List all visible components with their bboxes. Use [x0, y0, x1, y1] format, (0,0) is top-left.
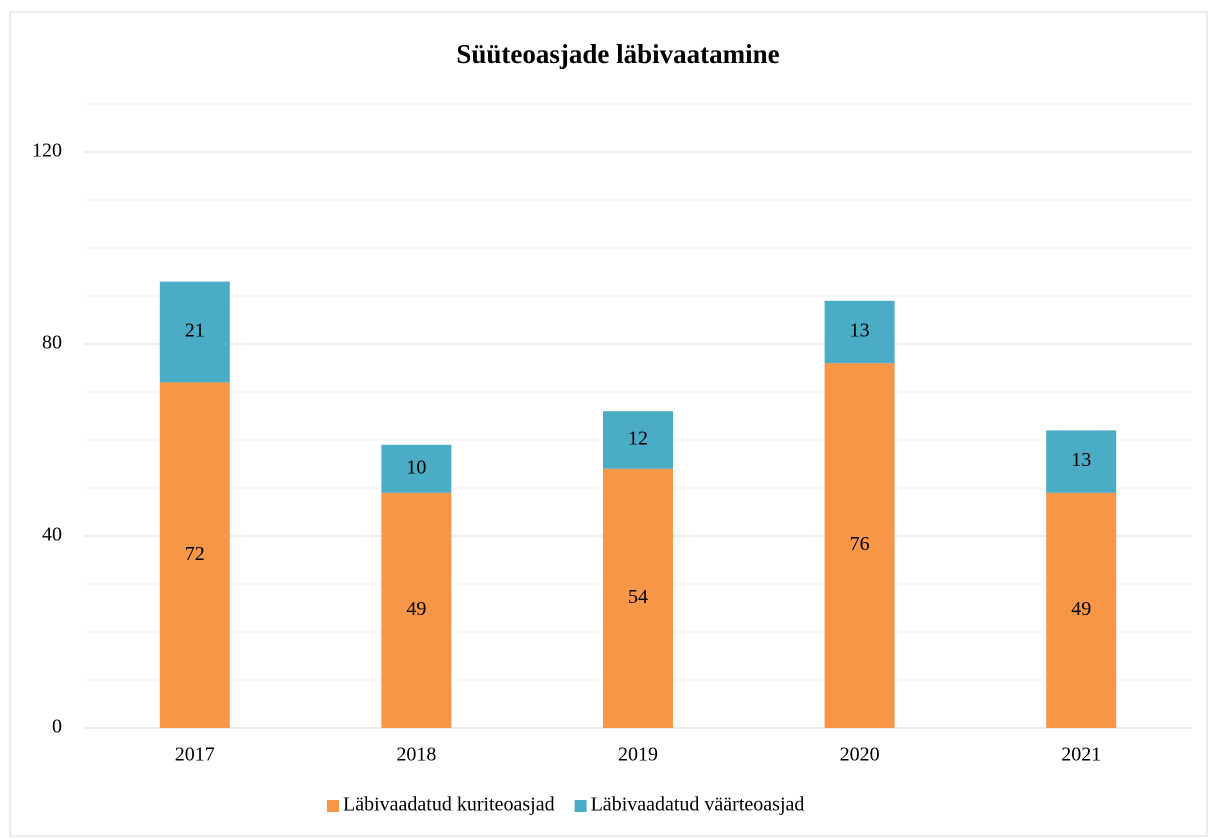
data-label: 49	[406, 598, 426, 620]
x-tick-label: 2019	[618, 744, 658, 766]
x-tick-label: 2021	[1061, 744, 1101, 766]
data-label: 10	[406, 456, 426, 478]
data-label: 13	[850, 320, 870, 342]
data-label: 54	[628, 586, 648, 608]
bar-segment	[159, 382, 230, 728]
x-tick-label: 2018	[396, 744, 436, 766]
y-tick-label: 80	[42, 332, 62, 354]
data-label: 21	[185, 320, 205, 342]
legend-label: Läbivaadatud kuriteoasjad	[343, 794, 555, 816]
data-label: 72	[185, 543, 205, 565]
bar-segment	[824, 300, 895, 364]
legend-label: Läbivaadatud väärteoasjad	[591, 794, 805, 816]
bar-segment	[1046, 492, 1117, 728]
x-tick-label: 2017	[175, 744, 215, 766]
chart-title: Süüteoasjade läbivaatamine	[456, 39, 779, 69]
bar-segment	[381, 444, 452, 493]
bar-segment	[1046, 430, 1117, 493]
y-tick-label: 120	[32, 140, 62, 162]
bar-segment	[159, 281, 230, 383]
bar-segment	[381, 492, 452, 728]
x-tick-label: 2020	[840, 744, 880, 766]
bar-segment	[603, 468, 673, 728]
bar-segment	[824, 363, 895, 728]
legend-swatch	[327, 800, 339, 812]
y-tick-label: 0	[52, 716, 62, 738]
legend-swatch	[574, 800, 587, 812]
data-label: 76	[850, 533, 870, 555]
bar-segment	[603, 411, 673, 469]
y-tick-label: 40	[42, 524, 62, 546]
data-label: 12	[628, 428, 648, 450]
data-label: 13	[1071, 449, 1091, 471]
data-label: 49	[1071, 598, 1091, 620]
